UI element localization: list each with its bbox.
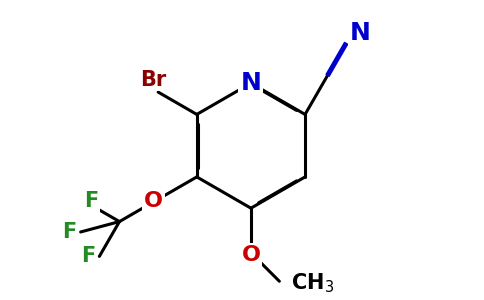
Text: N: N xyxy=(241,71,261,95)
Text: O: O xyxy=(242,245,260,265)
Text: F: F xyxy=(81,246,95,266)
Text: N: N xyxy=(350,21,371,45)
Text: O: O xyxy=(144,191,163,212)
Text: F: F xyxy=(62,222,76,242)
Text: CH$_3$: CH$_3$ xyxy=(290,272,333,295)
Text: F: F xyxy=(84,191,98,212)
Text: Br: Br xyxy=(140,70,167,90)
